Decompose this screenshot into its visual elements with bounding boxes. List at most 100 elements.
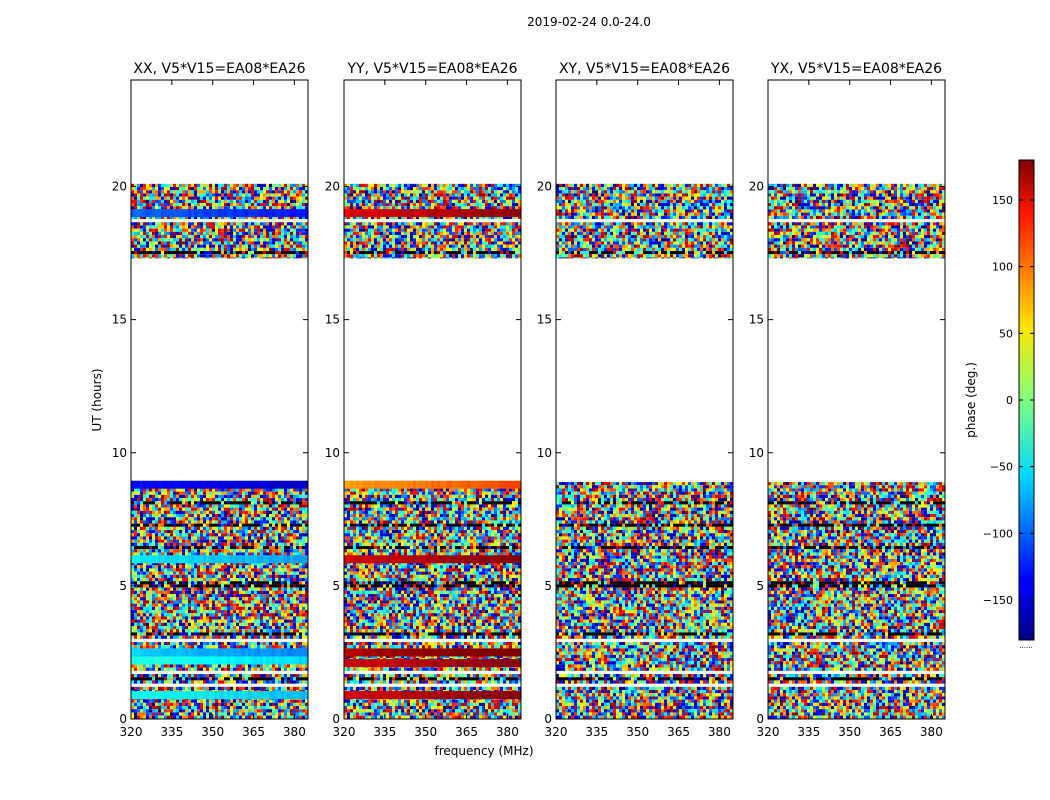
heatmap-cell (278, 533, 281, 537)
heatmap-cell (188, 187, 191, 191)
heatmap-cell (218, 584, 221, 588)
heatmap-cell (179, 622, 182, 627)
heatmap-cell (203, 574, 206, 579)
heatmap-cell (203, 686, 206, 691)
heatmap-cell (221, 610, 224, 614)
heatmap-cell (146, 542, 149, 547)
heatmap-cell (236, 568, 239, 572)
heatmap-cell (299, 571, 302, 575)
heatmap-cell (206, 517, 209, 521)
heatmap-cell (218, 645, 221, 649)
heatmap-cell (194, 606, 197, 611)
heatmap-cell (143, 616, 146, 620)
heatmap-cell (305, 709, 308, 713)
heatmap-cell (131, 587, 134, 591)
heatmap-cell (275, 187, 278, 191)
heatmap-cell (137, 510, 140, 515)
heatmap-cell (272, 635, 275, 639)
heatmap-cell (296, 645, 299, 649)
heatmap-cell (227, 600, 230, 604)
heatmap-cell (275, 613, 278, 617)
heatmap-cell (302, 706, 305, 710)
heatmap-cell (236, 587, 239, 591)
heatmap-cell (221, 520, 224, 524)
heatmap-cell (161, 635, 164, 639)
heatmap-cell (224, 187, 227, 191)
heatmap-cell (131, 571, 134, 575)
heatmap-cell (203, 517, 206, 521)
heatmap-cell (302, 629, 305, 633)
heatmap-cell (293, 190, 296, 194)
heatmap-cell (284, 498, 287, 502)
heatmap-cell (293, 517, 296, 521)
heatmap-cell (302, 225, 305, 229)
heatmap-cell (131, 590, 134, 595)
heatmap-cell (143, 520, 146, 524)
heatmap-cell (149, 600, 152, 604)
heatmap-cell (191, 183, 194, 188)
heatmap-cell (170, 610, 173, 614)
heatmap-cell (185, 526, 188, 531)
heatmap-cell (200, 565, 203, 569)
heatmap-cell (233, 587, 236, 591)
heatmap-cell (140, 530, 143, 534)
heatmap-cell (281, 488, 284, 492)
heatmap-cell (245, 549, 248, 553)
heatmap-cell (218, 594, 221, 598)
heatmap-cell (263, 616, 266, 620)
heatmap-cell (200, 536, 203, 540)
heatmap-cell (185, 507, 188, 511)
heatmap-cell (158, 228, 161, 232)
heatmap-cell (299, 709, 302, 713)
heatmap-cell (131, 597, 134, 601)
heatmap-cell (254, 715, 257, 719)
heatmap-cell (284, 568, 287, 572)
heatmap-cell (290, 215, 293, 220)
heatmap-cell (245, 635, 248, 639)
heatmap-cell (194, 603, 197, 607)
heatmap-cell (188, 613, 191, 617)
heatmap-cell (197, 536, 200, 540)
heatmap-cell (158, 603, 161, 607)
heatmap-cell (281, 536, 284, 540)
heatmap-cell (299, 606, 302, 611)
heatmap-cell (179, 680, 182, 684)
heatmap-cell (218, 702, 221, 707)
heatmap-cell (248, 498, 251, 502)
heatmap-cell (149, 712, 152, 716)
heatmap-cell (176, 228, 179, 232)
heatmap-cell (239, 587, 242, 591)
heatmap-cell (215, 680, 218, 684)
heatmap-cell (299, 574, 302, 579)
heatmap-cell (248, 568, 251, 572)
heatmap-cell (137, 222, 140, 226)
heatmap-cell (143, 501, 146, 505)
heatmap-cell (263, 206, 266, 210)
heatmap-cell (233, 619, 236, 623)
heatmap-cell (170, 491, 173, 495)
heatmap-cell (245, 587, 248, 591)
heatmap-cell (206, 542, 209, 547)
heatmap-cell (176, 635, 179, 639)
heatmap-cell (215, 520, 218, 524)
heatmap-cell (161, 190, 164, 194)
heatmap-cell (140, 193, 143, 197)
heatmap-cell (161, 674, 164, 678)
heatmap-cell (257, 626, 260, 630)
heatmap-cell (272, 526, 275, 531)
heatmap-cell (185, 712, 188, 716)
heatmap-cell (152, 702, 155, 707)
heatmap-cell (224, 530, 227, 534)
heatmap-cell (167, 584, 170, 588)
heatmap-cell (137, 571, 140, 575)
heatmap-cell (161, 498, 164, 502)
heatmap-cell (248, 699, 251, 703)
heatmap-cell (251, 562, 254, 566)
heatmap-cell (272, 203, 275, 207)
heatmap-cell (263, 674, 266, 678)
heatmap-cell (269, 606, 272, 611)
heatmap-cell (287, 552, 290, 556)
heatmap-cell (188, 568, 191, 572)
heatmap-cell (287, 571, 290, 575)
heatmap-cell (212, 501, 215, 505)
